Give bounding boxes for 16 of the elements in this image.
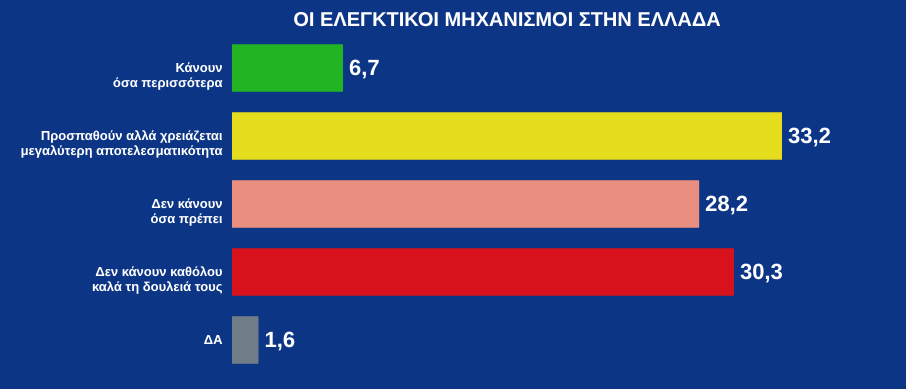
- bar: [232, 248, 734, 296]
- y-tick-label: Κάνουν όσα περισσότερα: [112, 60, 222, 90]
- bar: [232, 44, 343, 92]
- data-label: 6,7: [348, 55, 380, 80]
- y-tick-label: Δεν κάνουν καθόλου καλά τη δουλειά τους: [92, 264, 223, 294]
- data-label: 1,6: [264, 327, 296, 352]
- bar: [232, 180, 700, 228]
- y-tick-label: Δεν κάνουν όσα πρέπει: [150, 196, 223, 226]
- data-label: 33,2: [788, 123, 831, 148]
- y-tick-label: Προσπαθούν αλλά χρειάζεται μεγαλύτερη αποτελεσματικότητα: [20, 128, 223, 158]
- data-label: 30,3: [740, 259, 783, 284]
- bar: [232, 112, 782, 160]
- y-tick-label: ΔΑ: [204, 332, 224, 347]
- bar: [232, 316, 259, 364]
- chart-title: ΟΙ ΕΛΕΓΚΤΙΚΟΙ ΜΗΧΑΝΙΣΜΟΙ ΣΤΗΝ ΕΛΛΑΔΑ: [293, 9, 721, 31]
- data-label: 28,2: [705, 191, 748, 216]
